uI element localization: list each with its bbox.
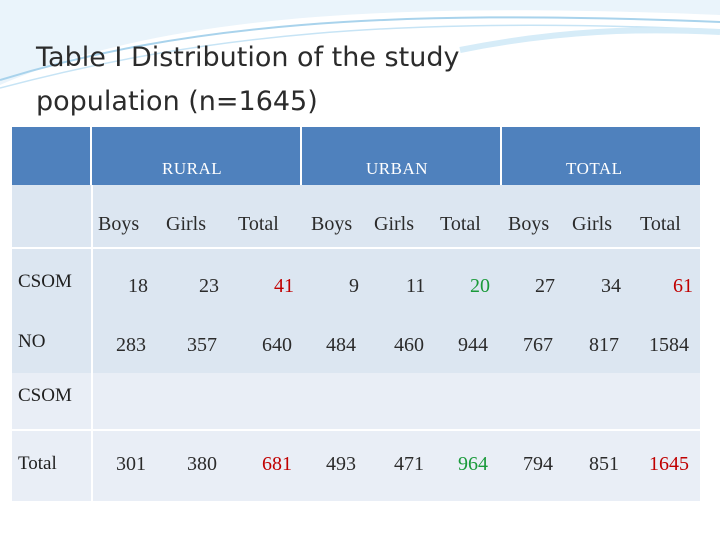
table-cell: 380: [187, 453, 217, 475]
table-cell: 18: [128, 275, 148, 297]
column-divider: [91, 185, 93, 501]
table-cell: 61: [673, 275, 693, 297]
subheader-cell: Girls: [166, 213, 206, 235]
table-cell: 493: [326, 453, 356, 475]
table-cell: 23: [199, 275, 219, 297]
row-label-csom-2: CSOM: [18, 385, 72, 406]
table-cell: 283: [116, 334, 146, 356]
header-urban-label: URBAN: [366, 159, 429, 178]
table-cell: 484: [326, 334, 356, 356]
subheader-cell: Total: [640, 213, 681, 235]
distribution-table: RURAL URBAN TOTAL Boys Girls Total Boys …: [12, 127, 700, 501]
row-divider: [12, 247, 700, 249]
table-cell: 640: [262, 334, 292, 356]
table-cell: 460: [394, 334, 424, 356]
subheader-cell: Girls: [374, 213, 414, 235]
table-cell: 767: [523, 334, 553, 356]
table-cell: 301: [116, 453, 146, 475]
header-group-urban: URBAN: [302, 127, 502, 185]
header-corner: [12, 127, 92, 185]
table-cell: 9: [349, 275, 359, 297]
table-cell: 794: [523, 453, 553, 475]
table-cell: 681: [262, 453, 292, 475]
subheader-cell: Boys: [98, 213, 140, 235]
header-group-total: TOTAL: [502, 127, 700, 185]
row-label-no: NO: [18, 331, 46, 352]
subheader-cell: Total: [440, 213, 481, 235]
table-cell: 851: [589, 453, 619, 475]
table-cell: 1645: [649, 453, 689, 475]
title-line-2: population (n=1645): [36, 86, 318, 117]
table-cell: 471: [394, 453, 424, 475]
table-header-row: RURAL URBAN TOTAL: [12, 127, 700, 185]
table-cell: 41: [274, 275, 294, 297]
table-cell: 34: [601, 275, 621, 297]
table-cell: 357: [187, 334, 217, 356]
header-rural-label: RURAL: [162, 159, 223, 178]
slide-title: Table I Distribution of the study popula…: [36, 36, 676, 124]
table-cell: 964: [458, 453, 488, 475]
row-label-csom: CSOM: [18, 271, 72, 292]
table-cell: 1584: [649, 334, 689, 356]
row-label-total: Total: [18, 453, 57, 474]
table-cell: 27: [535, 275, 555, 297]
header-total-label: TOTAL: [566, 159, 623, 178]
subheader-cell: Total: [238, 213, 279, 235]
header-group-rural: RURAL: [92, 127, 302, 185]
title-line-1: Table I Distribution of the study: [36, 42, 460, 73]
table-cell: 20: [470, 275, 490, 297]
decorative-swoosh: [0, 0, 720, 89]
subheader-cell: Boys: [311, 213, 353, 235]
table-cell: 817: [589, 334, 619, 356]
table-body-upper: [12, 185, 700, 373]
row-divider: [12, 429, 700, 431]
subheader-cell: Girls: [572, 213, 612, 235]
table-cell: 944: [458, 334, 488, 356]
table-body-lower: [12, 373, 700, 501]
subheader-cell: Boys: [508, 213, 550, 235]
table-cell: 11: [406, 275, 426, 297]
